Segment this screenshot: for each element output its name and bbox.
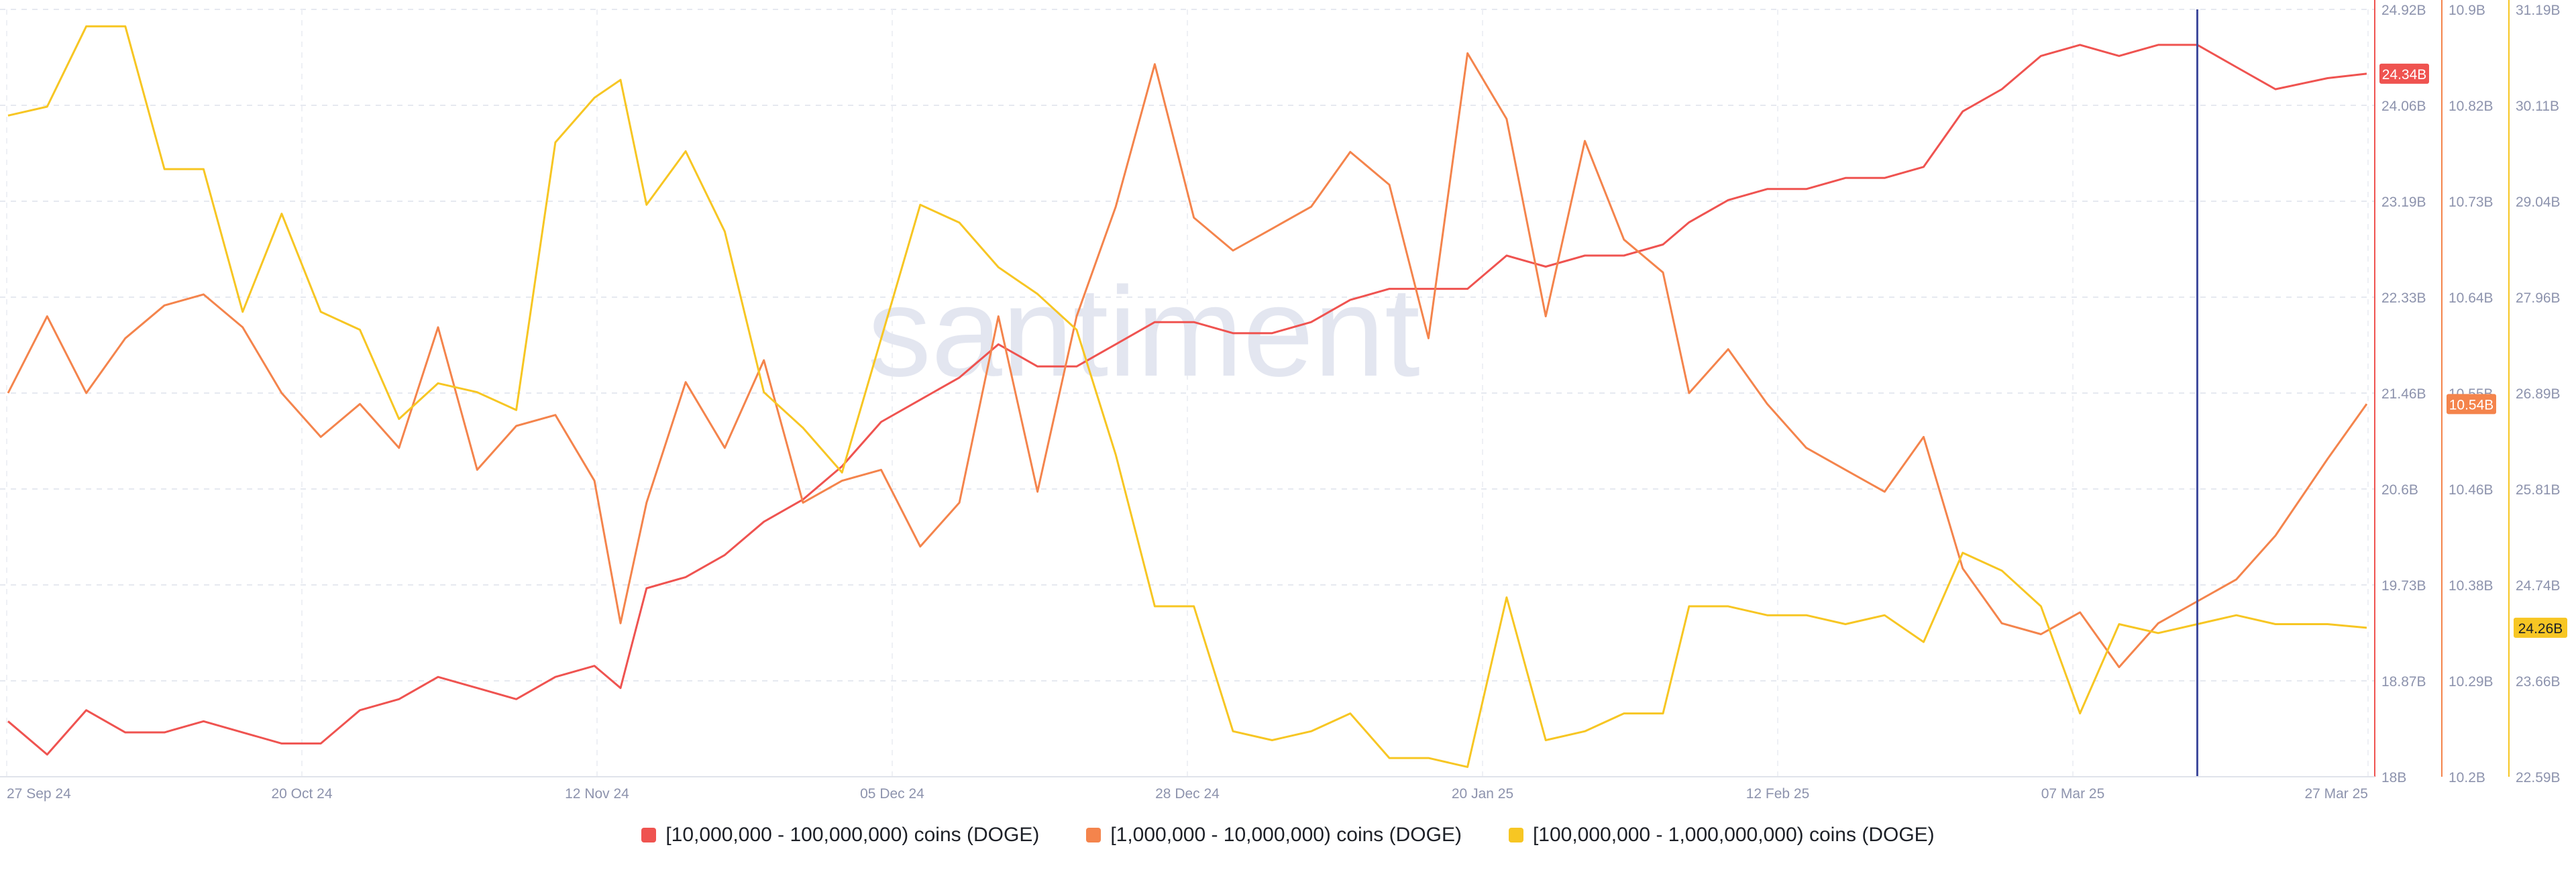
x-tick-label: 20 Jan 25 (1452, 786, 1513, 802)
x-tick-label: 27 Sep 24 (7, 786, 71, 802)
series-line-1 (7, 44, 2367, 756)
legend-label: [10,000,000 - 100,000,000) coins (DOGE) (665, 824, 1040, 846)
y-tick-label: 25.81B (2516, 482, 2561, 498)
y-tick-label: 23.66B (2516, 674, 2561, 690)
y-tick-label: 10.73B (2449, 195, 2493, 210)
legend-item-1[interactable]: [10,000,000 - 100,000,000) coins (DOGE) (641, 824, 1039, 847)
x-tick-label: 05 Dec 24 (860, 786, 924, 802)
x-tick-label: 27 Mar 25 (2304, 786, 2368, 802)
y-tick-label: 26.89B (2516, 386, 2561, 402)
x-tick-label: 12 Feb 25 (1746, 786, 1810, 802)
legend-label: [100,000,000 - 1,000,000,000) coins (DOG… (1532, 824, 1935, 846)
y-tick-label: 31.19B (2516, 3, 2561, 18)
y-tick-label: 22.33B (2381, 290, 2426, 306)
y-tick-label: 24.92B (2381, 3, 2426, 18)
legend-item-3[interactable]: [100,000,000 - 1,000,000,000) coins (DOG… (1508, 824, 1935, 847)
series-line-2 (7, 52, 2368, 669)
y-tick-label: 10.64B (2449, 290, 2493, 306)
y-tick-label: 23.19B (2381, 195, 2426, 210)
legend-label: [1,000,000 - 10,000,000) coins (DOGE) (1110, 824, 1462, 846)
series-group (7, 25, 2368, 768)
y-tick-label: 19.73B (2381, 578, 2426, 594)
y-tick-label: 29.04B (2516, 195, 2561, 210)
current-value-label: 10.54B (2449, 397, 2494, 413)
x-tick-label: 28 Dec 24 (1155, 786, 1220, 802)
y-tick-label: 10.46B (2449, 482, 2493, 498)
y-tick-label: 30.11B (2516, 99, 2559, 114)
legend-item-2[interactable]: [1,000,000 - 10,000,000) coins (DOGE) (1086, 824, 1462, 847)
y-tick-label: 21.46B (2381, 386, 2426, 402)
y-tick-label: 22.59B (2516, 770, 2561, 785)
y-tick-label: 27.96B (2516, 290, 2561, 306)
legend-swatch (641, 828, 657, 842)
y-tick-label: 24.74B (2516, 578, 2561, 594)
watermark-text: santiment (867, 261, 1420, 403)
y-tick-label: 10.29B (2449, 674, 2493, 690)
series-line-3 (7, 25, 2367, 768)
y-tick-label: 24.06B (2381, 99, 2426, 114)
y-tick-label: 10.82B (2449, 99, 2493, 114)
current-value-badge (2447, 394, 2496, 415)
current-value-badge (2514, 617, 2567, 638)
x-tick-label: 20 Oct 24 (271, 786, 332, 802)
y-tick-label: 18.87B (2381, 674, 2426, 690)
y-tick-label: 20.6B (2381, 482, 2418, 498)
current-value-badge (2379, 63, 2429, 84)
axes: 24.92B 24.06B 23.19B 22.33B 21.46B 20.6B 19.73… (2374, 0, 2567, 785)
current-value-label: 24.34B (2382, 67, 2427, 83)
current-value-label: 24.26B (2518, 621, 2563, 637)
x-tick-label: 12 Nov 24 (565, 786, 629, 802)
x-tick-label: 07 Mar 25 (2041, 786, 2105, 802)
y-tick-label: 10.9B (2449, 3, 2485, 18)
legend-swatch (1086, 828, 1102, 842)
y-tick-label: 18B (2381, 770, 2406, 785)
y-tick-label: 10.2B (2449, 770, 2485, 785)
y-tick-label: 10.38B (2449, 578, 2493, 594)
x-axis: 27 Sep 24 20 Oct 24 12 Nov 24 05 Dec 24 28 D… (0, 776, 2375, 802)
legend: [10,000,000 - 100,000,000) coins (DOGE) [… (0, 824, 2576, 847)
legend-swatch (1508, 828, 1523, 842)
